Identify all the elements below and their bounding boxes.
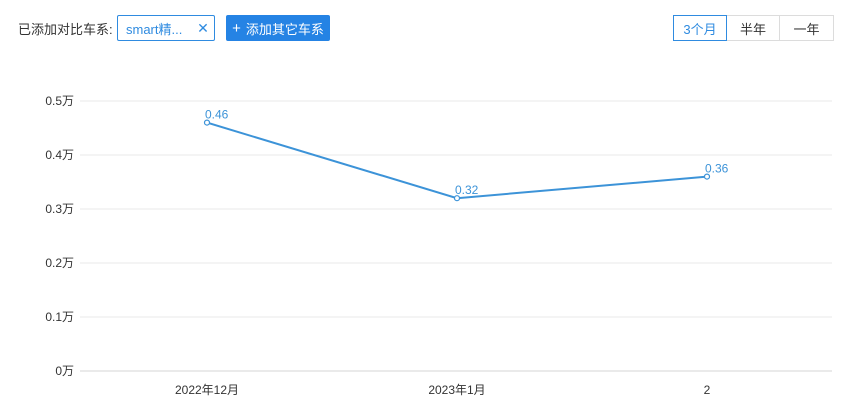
- grid: [80, 100, 832, 372]
- data-label: 0.36: [705, 162, 729, 176]
- data-point[interactable]: [453, 195, 461, 202]
- plus-icon: +: [232, 19, 241, 37]
- x-tick-label: 2023年1月: [428, 383, 485, 397]
- x-axis: 2022年12月 2023年1月 2: [175, 383, 711, 397]
- data-point[interactable]: [703, 173, 711, 180]
- data-point[interactable]: [203, 119, 211, 126]
- toolbar: 已添加对比车系: smart精... ✕ + 添加其它车系 3个月 半年 一年: [0, 0, 852, 56]
- range-3-months-button[interactable]: 3个月: [673, 15, 727, 41]
- data-label: 0.32: [455, 183, 479, 197]
- y-tick-label: 0万: [55, 364, 74, 378]
- x-tick-label: 2022年12月: [175, 383, 239, 397]
- selected-series-chip[interactable]: smart精... ✕: [117, 15, 215, 41]
- y-axis: 0万 0.1万 0.2万 0.3万 0.4万 0.5万: [45, 94, 74, 378]
- compare-label: 已添加对比车系:: [18, 22, 113, 37]
- y-tick-label: 0.1万: [45, 310, 74, 324]
- y-tick-label: 0.5万: [45, 94, 74, 108]
- add-series-button[interactable]: + 添加其它车系: [226, 15, 330, 41]
- range-one-year-button[interactable]: 一年: [779, 15, 834, 41]
- series: 0.46 0.32 0.36: [203, 108, 729, 202]
- data-label: 0.46: [205, 108, 229, 122]
- range-selector: 3个月 半年 一年: [673, 15, 834, 41]
- y-tick-label: 0.2万: [45, 256, 74, 270]
- chip-label: smart精...: [126, 21, 183, 37]
- x-tick-label: 2: [704, 383, 711, 397]
- y-tick-label: 0.3万: [45, 202, 74, 216]
- range-half-year-button[interactable]: 半年: [726, 15, 780, 41]
- close-icon[interactable]: ✕: [197, 19, 209, 36]
- y-tick-label: 0.4万: [45, 148, 74, 162]
- add-series-label: 添加其它车系: [245, 21, 324, 37]
